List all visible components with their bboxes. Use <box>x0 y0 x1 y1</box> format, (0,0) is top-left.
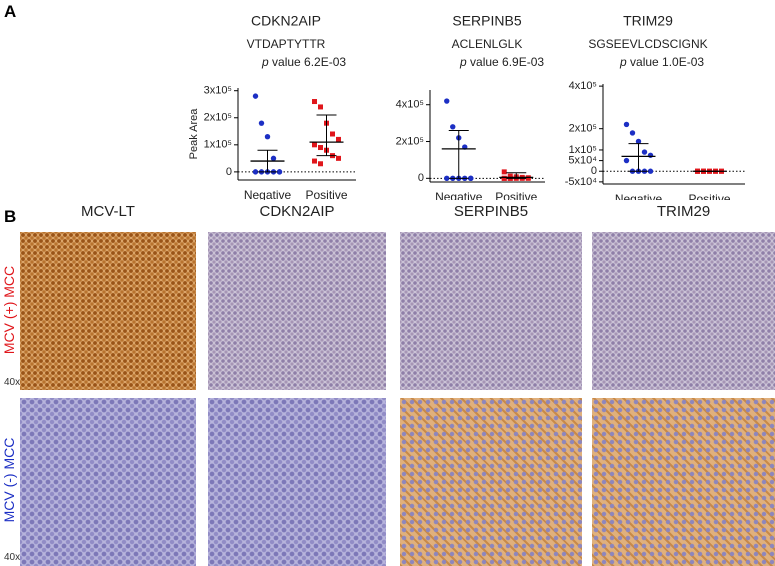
x-tick-label: Positive <box>495 190 537 200</box>
y-tick-label: -5x10⁴ <box>565 176 598 188</box>
x-tick-label: Negative <box>615 192 663 200</box>
data-point <box>444 175 450 182</box>
data-point <box>501 175 507 181</box>
ihc-image <box>400 232 582 390</box>
data-point <box>468 175 474 182</box>
y-tick-label: 1x10⁵ <box>204 139 232 151</box>
data-point <box>318 145 323 151</box>
data-point <box>264 134 271 140</box>
charts: CDKN2AIP VTDAPTYTTR p value 6.2E-03 Peak Ar… <box>188 13 745 200</box>
data-point <box>276 169 283 175</box>
panel-label: A <box>4 2 17 21</box>
p-value: p value 6.2E-03 <box>261 55 346 69</box>
data-point <box>647 168 654 174</box>
data-point <box>270 155 277 162</box>
peptide: ACLENLGLK <box>452 37 523 51</box>
data-point <box>629 130 636 136</box>
y-tick-label: 1x10⁵ <box>569 144 597 156</box>
column-label: SERPINB5 <box>453 203 529 220</box>
magnification: 40x <box>4 377 21 388</box>
y-tick-label: 0 <box>226 166 232 178</box>
data-point <box>623 121 630 128</box>
y-tick-label: 2x10⁵ <box>569 123 597 135</box>
data-point <box>312 142 317 148</box>
peptide: VTDAPTYTTR <box>247 37 326 51</box>
data-point <box>635 138 642 145</box>
y-tick-label: 5x10⁴ <box>568 155 597 167</box>
p-value: p value 6.9E-03 <box>459 55 544 69</box>
y-tick-label: 2x10⁵ <box>396 135 424 147</box>
y-tick-label: 2x10⁵ <box>204 112 232 124</box>
x-tick-label: Positive <box>305 188 347 200</box>
data-point <box>312 158 317 164</box>
peptide: SGSEEVLCDSCIGNK <box>588 37 707 51</box>
row-label: MCV (-) MCC <box>1 437 17 523</box>
x-tick-label: Negative <box>244 188 292 200</box>
p-symbol: p <box>619 55 627 69</box>
row-label: MCV (+) MCC <box>1 265 17 355</box>
magnification: 40x <box>4 552 21 563</box>
data-point <box>444 98 450 104</box>
data-point <box>312 99 317 105</box>
data-point <box>330 131 335 137</box>
y-tick-label: 0 <box>591 165 597 177</box>
y-tick-label: 4x10⁵ <box>569 80 597 92</box>
data-point <box>252 169 259 175</box>
panel-label: B <box>4 207 17 226</box>
p-symbol: p <box>261 55 269 69</box>
data-point <box>258 120 265 126</box>
data-point <box>647 152 654 158</box>
ihc-image <box>20 398 196 566</box>
y-tick-label: 0 <box>418 172 424 184</box>
p-text: value 1.0E-03 <box>630 55 704 69</box>
data-point <box>318 104 323 110</box>
ihc-image <box>400 398 582 566</box>
data-point <box>336 136 341 142</box>
p-text: value 6.9E-03 <box>470 55 544 69</box>
y-tick-label: 4x10⁵ <box>396 99 424 111</box>
column-label: CDKN2AIP <box>259 203 335 220</box>
data-point <box>641 149 648 155</box>
data-point <box>501 169 507 175</box>
data-point <box>525 175 531 181</box>
data-point <box>450 124 456 130</box>
ihc-image <box>208 398 386 566</box>
chart-title: TRIM29 <box>623 13 673 29</box>
ihc-image <box>20 232 196 390</box>
y-axis-label: Peak Area <box>188 108 200 160</box>
data-point <box>252 93 259 99</box>
y-tick-label: 3x10⁵ <box>204 85 232 97</box>
data-point <box>623 157 630 164</box>
column-label: MCV-LT <box>81 203 135 220</box>
ihc-image <box>592 232 775 390</box>
x-tick-label: Positive <box>688 192 730 200</box>
p-value: p value 1.0E-03 <box>619 55 704 69</box>
chart-title: CDKN2AIP <box>251 13 321 29</box>
data-point <box>318 161 323 167</box>
column-label: TRIM29 <box>656 203 711 220</box>
x-tick-label: Negative <box>435 190 483 200</box>
p-symbol: p <box>459 55 467 69</box>
chart-title: SERPINB5 <box>452 13 521 29</box>
data-point <box>336 155 341 161</box>
p-text: value 6.2E-03 <box>272 55 346 69</box>
ihc-image <box>208 232 386 390</box>
ihc-image <box>592 398 775 566</box>
